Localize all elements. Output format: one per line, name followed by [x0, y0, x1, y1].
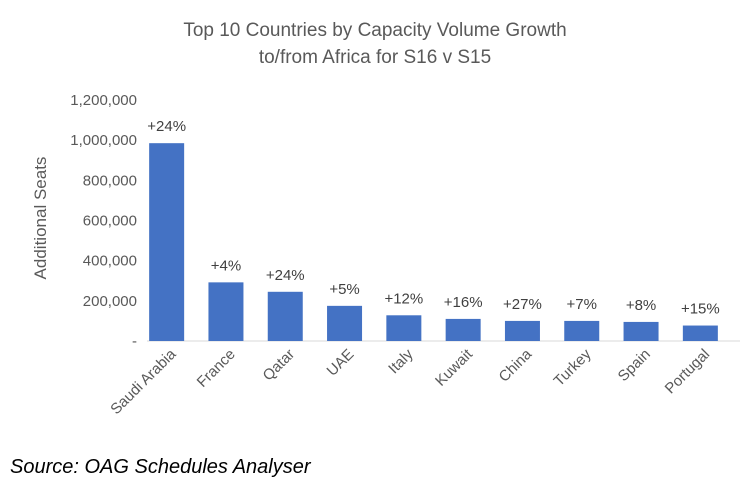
bar [386, 315, 422, 341]
x-tick-label: Turkey [551, 345, 595, 389]
bar [623, 321, 659, 341]
bar [504, 320, 540, 341]
y-axis-ticks: - 200,000 400,000 600,000 800,000 1,000,000 1,… [70, 92, 137, 350]
x-tick-label: Saudi Arabia [107, 345, 180, 418]
bars [149, 143, 718, 341]
data-label: +24% [266, 267, 305, 284]
x-tick-label: Kuwait [432, 345, 476, 389]
y-tick-label: 400,000 [83, 253, 137, 270]
x-tick-label: UAE [324, 346, 358, 380]
data-label: +8% [626, 297, 656, 314]
data-labels: +24% +4% +24% +5% +12% +16% +27% +7% +8% +15% [147, 118, 719, 317]
bar [327, 305, 363, 341]
x-tick-label: Qatar [260, 346, 299, 385]
x-tick-label: France [194, 346, 239, 391]
chart-title-line: Top 10 Countries by Capacity Volume Grow… [183, 20, 566, 41]
x-axis-ticks: Saudi Arabia France Qatar UAE Italy Kuwait Chi… [107, 345, 713, 418]
y-tick-label: - [132, 333, 137, 350]
x-tick-label: Spain [615, 346, 654, 385]
x-tick-label: Italy [385, 345, 417, 377]
chart-title-line: to/from Africa for S16 v S15 [259, 47, 491, 68]
y-tick-label: 600,000 [83, 213, 137, 230]
bar [267, 291, 303, 341]
source-note: Source: OAG Schedules Analyser [10, 456, 311, 478]
data-label: +5% [329, 281, 359, 298]
bar [149, 143, 185, 341]
data-label: +24% [147, 118, 186, 135]
y-tick-label: 200,000 [83, 293, 137, 310]
data-label: +12% [384, 290, 423, 307]
chart-title: Top 10 Countries by Capacity Volume Grow… [183, 20, 566, 68]
bar [682, 325, 718, 341]
x-tick-label: Portugal [662, 346, 714, 398]
bar [564, 320, 600, 341]
bar [445, 318, 481, 341]
data-label: +4% [211, 257, 241, 274]
y-tick-label: 1,200,000 [70, 92, 137, 109]
data-label: +27% [503, 296, 542, 313]
x-tick-label: China [496, 345, 536, 385]
y-tick-label: 1,000,000 [70, 132, 137, 149]
y-axis-title: Additional Seats [31, 157, 50, 280]
bar [208, 282, 244, 341]
y-tick-label: 800,000 [83, 172, 137, 189]
data-label: +16% [444, 294, 483, 311]
data-label: +7% [567, 296, 597, 313]
data-label: +15% [681, 301, 720, 318]
